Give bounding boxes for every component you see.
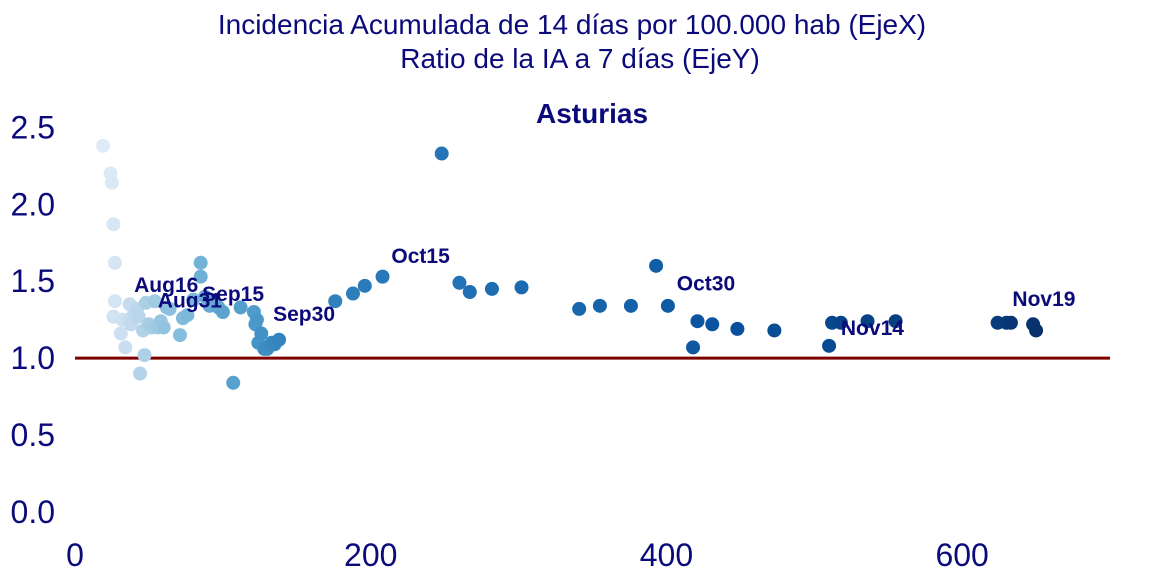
annotation-oct30: Oct30 (677, 272, 735, 295)
data-point (375, 269, 390, 284)
data-point (193, 269, 208, 284)
data-point (822, 338, 837, 353)
data-point (357, 278, 372, 293)
data-point (345, 286, 360, 301)
x-tick-label: 600 (935, 537, 988, 573)
data-point (705, 317, 720, 332)
data-point (172, 328, 187, 343)
x-tick-label: 200 (344, 537, 397, 573)
data-point (254, 326, 269, 341)
data-point (452, 275, 467, 290)
data-points (96, 138, 1044, 390)
data-point (131, 309, 146, 324)
data-point (193, 255, 208, 270)
y-tick-label: 1.0 (11, 340, 55, 376)
annotation-sep15: Sep15 (202, 283, 264, 306)
data-point (572, 301, 587, 316)
data-point (113, 326, 128, 341)
data-point (888, 314, 903, 329)
annotation-aug31: Aug31 (158, 289, 223, 312)
data-point (106, 217, 121, 232)
data-point (147, 294, 162, 309)
data-point (649, 258, 664, 273)
data-point (104, 175, 119, 190)
chart-subtitle: Ratio de la IA a 7 días (EjeY) (400, 43, 760, 74)
y-tick-label: 0.5 (11, 417, 55, 453)
data-point (107, 255, 122, 270)
y-tick-label: 0.0 (11, 494, 55, 530)
data-point (249, 312, 264, 327)
data-point (690, 314, 705, 329)
data-point (1029, 323, 1044, 338)
x-tick-label: 400 (640, 537, 693, 573)
data-point (162, 301, 177, 316)
data-point (137, 348, 152, 363)
data-point (156, 320, 171, 335)
annotation-nov19: Nov19 (1012, 288, 1075, 311)
y-tick-label: 2.5 (11, 109, 55, 145)
y-axis-ticks: 0.0 0.5 1.0 1.5 2.0 2.5 (11, 109, 55, 530)
x-tick-label: 0 (66, 537, 84, 573)
data-point (833, 315, 848, 330)
data-point (767, 323, 782, 338)
data-point (484, 281, 499, 296)
y-tick-label: 2.0 (11, 186, 55, 222)
data-point (730, 321, 745, 336)
panel-title: Asturias (536, 98, 648, 129)
data-point (514, 280, 529, 295)
data-point (660, 298, 675, 313)
data-point (215, 305, 230, 319)
data-point (186, 292, 201, 307)
data-point (107, 294, 122, 309)
data-point (328, 294, 343, 309)
annotation-aug16: Aug16 (134, 274, 198, 297)
x-axis-ticks: 0 200 400 600 (66, 537, 989, 573)
data-point (272, 332, 287, 347)
data-point (233, 300, 248, 315)
data-point (623, 298, 638, 313)
data-point (96, 138, 111, 153)
y-tick-label: 1.5 (11, 263, 55, 299)
data-point (133, 366, 148, 381)
data-point (462, 285, 477, 299)
data-point (1003, 315, 1018, 330)
data-point (860, 314, 875, 329)
data-point (180, 308, 195, 323)
annotation-nov14: Nov14 (841, 317, 904, 340)
annotation-oct15: Oct15 (391, 245, 450, 268)
data-point (118, 340, 133, 355)
annotation-sep30: Sep30 (273, 303, 335, 326)
data-point (686, 340, 701, 355)
data-point (434, 146, 449, 161)
chart-title: Incidencia Acumulada de 14 días por 100.… (218, 9, 926, 40)
data-point (592, 298, 607, 313)
data-point (226, 375, 241, 390)
